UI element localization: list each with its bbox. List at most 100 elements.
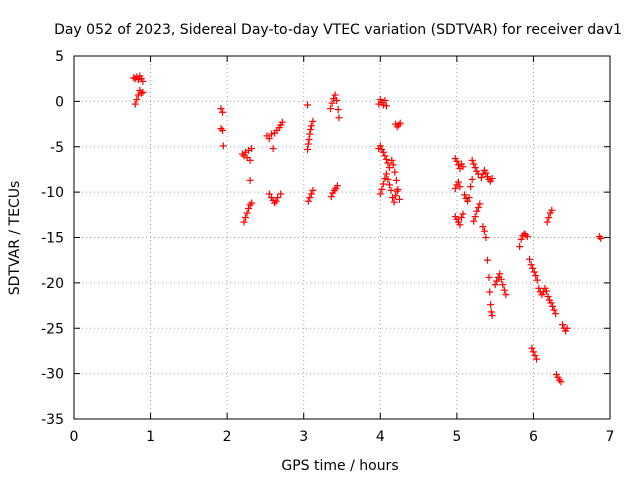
x-axis-label: GPS time / hours — [281, 458, 398, 474]
data-point — [307, 122, 315, 130]
data-point — [500, 286, 508, 294]
data-point — [133, 96, 141, 104]
data-point — [242, 214, 250, 222]
data-point — [516, 243, 524, 251]
x-tick-label: 3 — [299, 429, 308, 445]
data-point — [479, 223, 487, 231]
data-point — [243, 209, 251, 217]
grid-lines — [74, 56, 610, 419]
data-point — [461, 191, 469, 199]
data-point — [526, 255, 534, 263]
data-point — [470, 160, 478, 168]
data-point — [456, 221, 464, 229]
data-point — [306, 194, 314, 202]
data-point — [309, 186, 317, 194]
data-point — [139, 88, 147, 96]
data-point — [559, 321, 567, 329]
data-point — [328, 99, 336, 107]
data-point — [453, 157, 461, 165]
y-tick-label: -5 — [50, 140, 64, 156]
data-point — [459, 210, 467, 218]
data-point — [395, 121, 403, 129]
data-point — [246, 201, 254, 209]
data-point — [248, 199, 256, 207]
data-point — [486, 288, 494, 296]
data-point — [532, 272, 540, 280]
data-point — [335, 114, 343, 122]
data-point — [530, 268, 538, 276]
data-point — [474, 204, 482, 212]
data-point — [393, 187, 401, 195]
data-point — [470, 217, 478, 225]
data-point — [549, 302, 557, 310]
data-point — [487, 308, 495, 316]
data-point — [548, 206, 556, 214]
data-point — [476, 200, 484, 208]
data-point — [557, 378, 565, 386]
data-point — [378, 185, 386, 193]
data-point — [333, 96, 341, 104]
data-point — [535, 284, 543, 292]
x-axis-ticks: 0 1 2 3 4 5 6 7 — [70, 56, 614, 445]
data-point — [488, 175, 496, 183]
data-point — [334, 106, 342, 114]
data-point — [482, 234, 490, 241]
data-point — [307, 190, 315, 198]
data-point — [304, 145, 312, 153]
data-point — [597, 234, 605, 242]
data-point — [550, 306, 558, 314]
data-point — [219, 108, 227, 116]
data-point — [245, 146, 253, 154]
data-point — [388, 156, 396, 164]
y-tick-label: -25 — [41, 321, 64, 337]
data-point — [246, 156, 254, 164]
data-point — [483, 256, 491, 264]
data-point — [376, 142, 384, 150]
y-tick-label: 5 — [55, 49, 64, 65]
data-point — [468, 175, 476, 183]
y-tick-label: -10 — [41, 185, 64, 201]
data-point — [278, 118, 286, 126]
data-point — [502, 291, 510, 299]
y-tick-label: -20 — [41, 276, 64, 292]
data-point — [496, 270, 504, 278]
data-point — [547, 299, 555, 307]
data-point — [330, 95, 338, 103]
x-tick-label: 1 — [146, 429, 155, 445]
data-point — [531, 351, 539, 359]
data-point — [240, 218, 248, 226]
data-point — [384, 159, 392, 167]
data-point — [305, 135, 313, 143]
data-point — [467, 183, 475, 191]
data-point — [274, 194, 282, 202]
x-tick-label: 5 — [452, 429, 461, 445]
data-point — [381, 175, 389, 183]
data-point — [219, 142, 227, 150]
data-point — [499, 281, 507, 289]
data-point — [493, 277, 501, 285]
data-point — [488, 312, 496, 320]
data-point — [459, 163, 467, 171]
data-point — [130, 74, 138, 82]
data-point — [482, 169, 490, 177]
data-point — [265, 135, 273, 143]
data-point — [331, 91, 339, 99]
data-point — [375, 100, 383, 108]
data-point — [240, 152, 248, 160]
data-point — [451, 184, 459, 192]
data-point — [139, 77, 147, 85]
data-point — [543, 218, 551, 226]
data-point — [238, 150, 246, 158]
data-point — [457, 214, 465, 222]
data-point — [217, 105, 225, 113]
data-point — [529, 348, 537, 356]
data-points — [130, 72, 605, 386]
data-point — [137, 89, 145, 97]
data-point — [523, 233, 531, 241]
y-axis-label: SDTVAR / TECUs — [7, 181, 23, 296]
x-tick-label: 2 — [223, 429, 232, 445]
data-point — [494, 273, 502, 281]
data-point — [246, 176, 254, 184]
data-point — [491, 281, 499, 289]
data-point — [542, 287, 550, 295]
